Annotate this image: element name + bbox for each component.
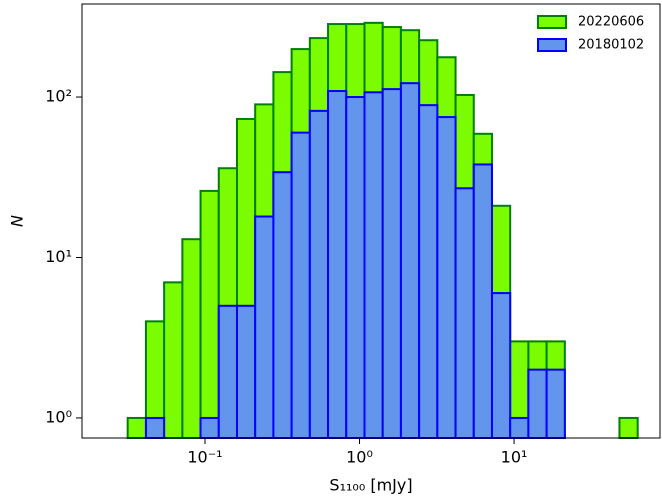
bar — [217, 304, 238, 439]
bar — [199, 189, 220, 439]
x-tick-label: 10¹ — [501, 448, 528, 467]
legend-label: 20220606 — [578, 15, 644, 30]
bar — [163, 281, 184, 439]
bar — [126, 416, 147, 440]
bar — [363, 91, 384, 440]
bar — [199, 416, 220, 440]
bar — [545, 368, 566, 439]
legend-swatch — [537, 15, 567, 29]
legend-label: 20180102 — [578, 38, 644, 53]
bar — [490, 292, 512, 439]
bar — [181, 238, 202, 439]
x-tick-label: 10⁰ — [346, 448, 373, 467]
bar — [436, 116, 457, 440]
bar — [509, 416, 530, 440]
bar — [618, 416, 639, 440]
bar — [144, 416, 166, 440]
bar — [308, 109, 330, 439]
bar — [454, 187, 475, 439]
bar — [235, 304, 257, 439]
bar — [290, 131, 311, 439]
x-tick-label: 10⁻¹ — [187, 448, 222, 467]
bar — [272, 171, 293, 440]
y-tick-label: 10⁰ — [45, 407, 72, 426]
y-tick-label: 10² — [45, 87, 72, 106]
bar — [327, 90, 348, 439]
y-tick-label: 10¹ — [45, 247, 72, 266]
bar — [381, 88, 402, 439]
legend-swatch — [537, 38, 567, 52]
x-axis-label: S₁₁₀₀ [mJy] — [329, 476, 412, 495]
plot-frame — [81, 3, 661, 439]
bar — [254, 215, 275, 439]
bar — [527, 368, 548, 439]
bar — [345, 96, 366, 439]
bar — [399, 82, 421, 439]
bar — [472, 163, 493, 440]
bar — [418, 104, 439, 439]
y-axis-label: N — [8, 215, 27, 227]
